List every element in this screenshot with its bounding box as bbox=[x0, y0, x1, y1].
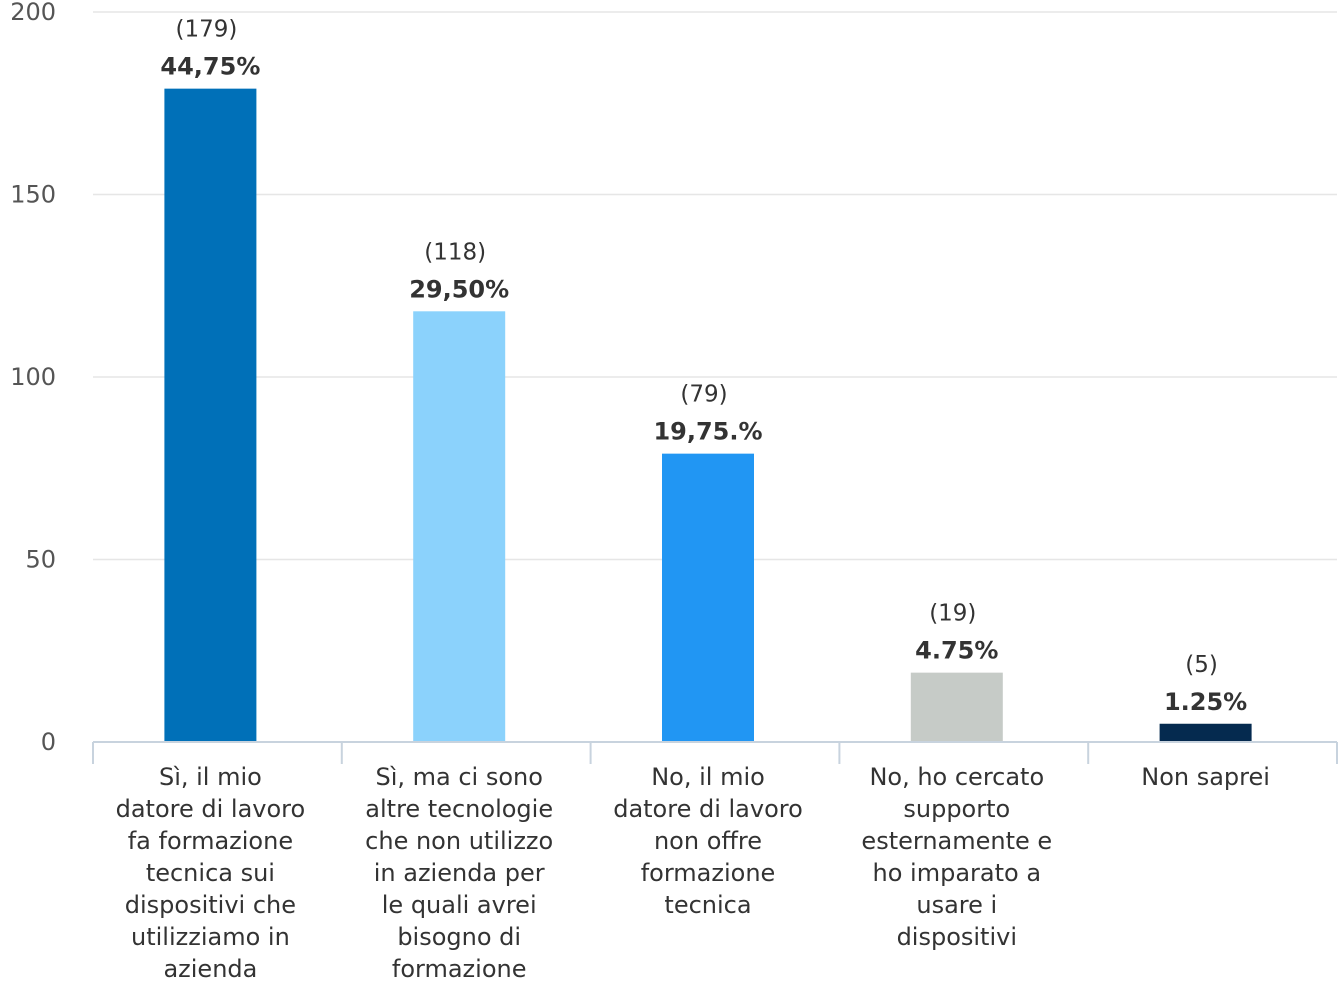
category-label-line: dispositivi bbox=[897, 923, 1017, 951]
category-label-line: Non saprei bbox=[1141, 763, 1270, 791]
category-label-line: in azienda per bbox=[374, 859, 545, 887]
category-label-line: esternamente e bbox=[861, 827, 1052, 855]
category-label-line: non offre bbox=[654, 827, 762, 855]
bar-percent-label: 19,75.% bbox=[653, 418, 762, 446]
category-label-line: bisogno di bbox=[397, 923, 521, 951]
category-label-line: formazione bbox=[392, 955, 527, 983]
bar-percent-label: 4.75% bbox=[915, 637, 998, 665]
category-label-line: No, ho cercato bbox=[869, 763, 1044, 791]
category-label-line: utilizziamo in bbox=[131, 923, 290, 951]
category-label-line: formazione bbox=[641, 859, 776, 887]
category-labels: Sì, il mio datore di lavoro fa formazione t… bbox=[116, 763, 1270, 983]
category-label-line: tecnica sui bbox=[146, 859, 275, 887]
bar bbox=[910, 672, 1003, 742]
bar-count-label: (118) bbox=[424, 239, 486, 265]
y-axis-ticks: 0 50 100 150 200 bbox=[10, 0, 56, 756]
category-label-line: le quali avrei bbox=[382, 891, 537, 919]
bar bbox=[164, 88, 257, 742]
bar-percent-label: 44,75% bbox=[160, 53, 260, 81]
category-label-line: azienda bbox=[163, 955, 257, 983]
bar bbox=[413, 311, 506, 742]
category-label-line: datore di lavoro bbox=[116, 795, 306, 823]
category-label-line: Sì, il mio bbox=[159, 763, 262, 791]
bar-count-label: (179) bbox=[175, 17, 237, 43]
category-label-line: Sì, ma ci sono bbox=[375, 763, 542, 791]
bar bbox=[662, 453, 754, 742]
category-label-line: ho imparato a bbox=[873, 859, 1042, 887]
bar bbox=[1159, 723, 1252, 742]
x-axis bbox=[92, 741, 1338, 764]
bar-labels: 44,75% (179) 29,50% (118) 19,75.% (79) 4.75% (1… bbox=[160, 17, 1247, 716]
category-label-line: datore di lavoro bbox=[613, 795, 803, 823]
category-label-line: supporto bbox=[903, 795, 1010, 823]
y-tick-label: 150 bbox=[10, 181, 56, 209]
bar-percent-label: 1.25% bbox=[1164, 688, 1247, 716]
category-label-line: che non utilizzo bbox=[365, 827, 553, 855]
y-tick-label: 100 bbox=[10, 363, 56, 391]
bar-count-label: (19) bbox=[929, 601, 976, 627]
bar-count-label: (5) bbox=[1185, 652, 1218, 678]
category-label-line: dispositivi che bbox=[125, 891, 296, 919]
bars bbox=[164, 88, 1252, 742]
bar-percent-label: 29,50% bbox=[409, 275, 509, 303]
category-label-line: No, il mio bbox=[651, 763, 765, 791]
category-label-line: altre tecnologie bbox=[365, 795, 553, 823]
y-tick-label: 0 bbox=[41, 728, 56, 756]
category-label-line: fa formazione bbox=[128, 827, 293, 855]
y-tick-label: 50 bbox=[25, 546, 56, 574]
y-tick-label: 200 bbox=[10, 0, 56, 26]
bar-count-label: (79) bbox=[680, 382, 727, 408]
category-label-line: usare i bbox=[916, 891, 997, 919]
category-label-line: tecnica bbox=[664, 891, 751, 919]
